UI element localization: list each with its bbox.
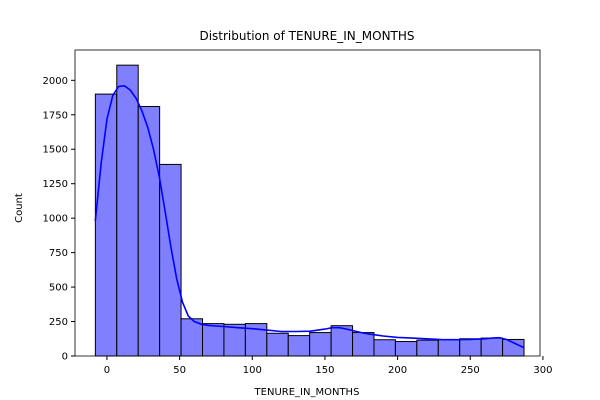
- y-axis-label: Count: [14, 193, 25, 223]
- histogram-bar: [223, 323, 246, 357]
- y-tick-label: 1250: [43, 179, 68, 190]
- histogram-bar: [459, 338, 482, 357]
- chart-title: Distribution of TENURE_IN_MONTHS: [199, 29, 414, 43]
- y-tick-label: 500: [49, 283, 68, 294]
- histogram-bar: [416, 339, 439, 357]
- x-tick-label: 100: [243, 365, 262, 376]
- histogram-bar: [180, 318, 204, 357]
- x-tick-label: 50: [173, 365, 186, 376]
- y-tick-label: 1000: [43, 214, 68, 225]
- histogram-bar: [352, 332, 375, 357]
- histogram-bar: [287, 335, 311, 357]
- histogram-bar: [266, 332, 289, 357]
- histogram-bar: [202, 323, 225, 357]
- plot-frame: [74, 49, 541, 357]
- y-tick-label: 1500: [43, 145, 68, 156]
- histogram-bar: [437, 339, 461, 357]
- y-tick-label: 0: [62, 352, 68, 363]
- y-tick-label: 1750: [43, 110, 68, 121]
- x-tick-label: 300: [533, 365, 552, 376]
- histogram-bar: [309, 332, 332, 357]
- histogram-bar: [480, 337, 504, 357]
- histogram-bar: [137, 106, 161, 357]
- y-tick-label: 750: [49, 248, 68, 259]
- histogram-bar: [373, 339, 396, 357]
- y-axis-ticks: 0 250 500 750 1000 1250 1500 1750 2000: [43, 76, 75, 363]
- histogram-bar: [94, 93, 118, 357]
- x-tick-label: 200: [388, 365, 407, 376]
- histogram-bar: [116, 64, 139, 357]
- kde-curve: [94, 84, 525, 349]
- histogram-bars: [94, 64, 525, 357]
- x-tick-label: 150: [315, 365, 334, 376]
- x-axis-ticks: 0 50 100 150 200 250 300: [104, 356, 552, 376]
- histogram-bar: [159, 163, 182, 357]
- x-axis-label: TENURE_IN_MONTHS: [254, 387, 360, 398]
- y-tick-label: 2000: [43, 76, 68, 87]
- x-tick-label: 0: [104, 365, 110, 376]
- y-tick-label: 250: [49, 317, 68, 328]
- histogram-bar: [394, 341, 418, 357]
- x-tick-label: 250: [461, 365, 480, 376]
